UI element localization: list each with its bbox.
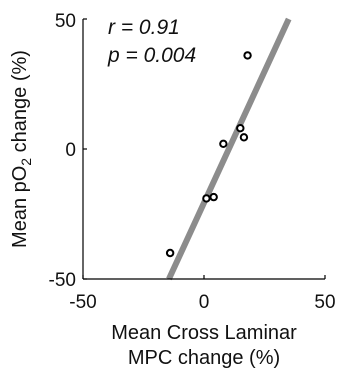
y-tick-label-max: 50 xyxy=(55,11,76,32)
data-point-6 xyxy=(165,248,175,258)
x-tick-label-max: 50 xyxy=(314,292,335,313)
x-axis-label-line2: MPC change (%) xyxy=(128,347,280,369)
data-point-1 xyxy=(236,124,245,133)
y-axis-label-subscript: 2 xyxy=(18,158,34,166)
x-tick-label-mid: 0 xyxy=(199,292,210,313)
data-point-4 xyxy=(202,194,211,203)
x-tick-marks xyxy=(82,275,326,279)
data-point-5 xyxy=(209,192,218,202)
annotation-r: r = 0.91 xyxy=(108,16,180,39)
data-point-2 xyxy=(239,133,249,142)
y-tick-label-min: -50 xyxy=(49,270,76,291)
y-axis-label-suffix: change (%) xyxy=(9,50,31,158)
y-tick-label-mid: 0 xyxy=(65,140,76,161)
annotation-p: p = 0.004 xyxy=(107,44,196,67)
y-axis-label: Mean pO2 change (%) xyxy=(9,50,34,248)
data-point-0 xyxy=(243,51,252,60)
x-axis-label-line1: Mean Cross Laminar xyxy=(111,322,297,344)
regression-line xyxy=(166,17,292,281)
data-point-3 xyxy=(219,139,228,149)
x-tick-label-min: -50 xyxy=(69,292,96,313)
y-axis-label-prefix: Mean pO xyxy=(9,166,31,248)
y-tick-marks xyxy=(83,18,87,280)
data-points xyxy=(165,51,252,258)
